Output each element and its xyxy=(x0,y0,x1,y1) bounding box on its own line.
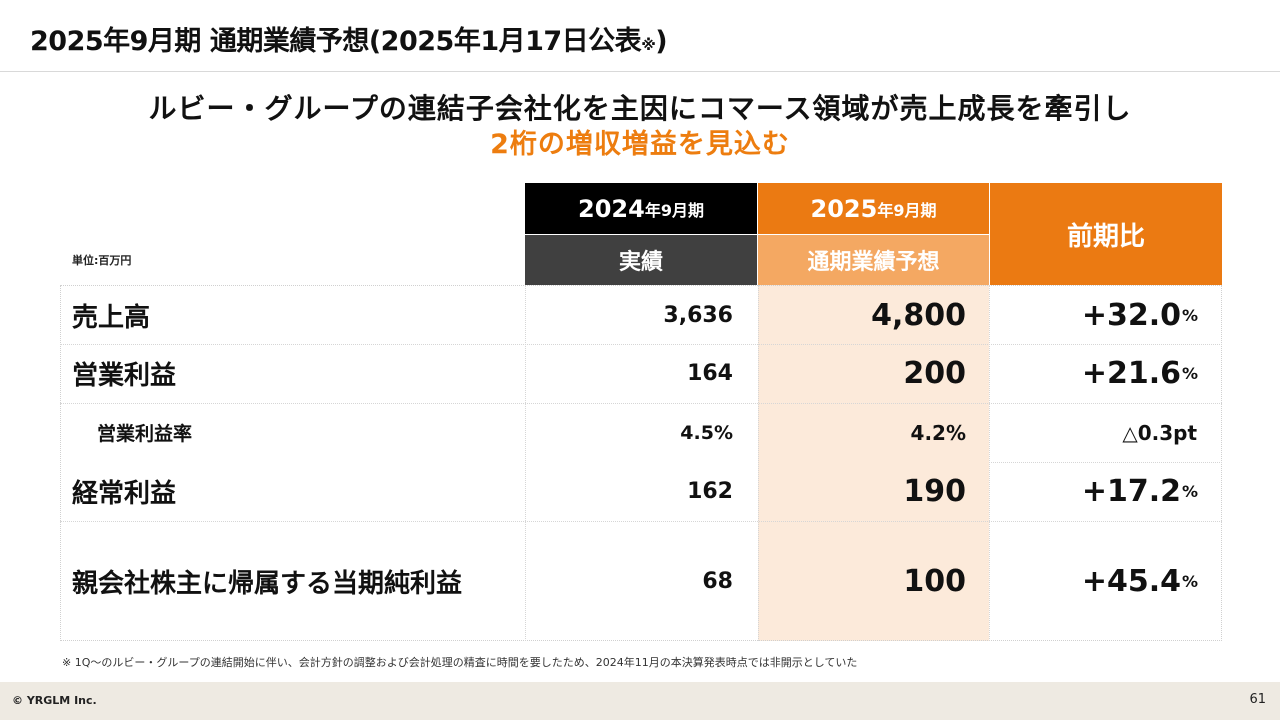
results-table xyxy=(60,285,1222,641)
headline-line1: ルビー・グループの連結子会社化を主因にコマース領域が売上成長を牽引し xyxy=(148,92,1132,125)
operating-profit-actual: 164 xyxy=(687,361,733,386)
row-label-operating-margin: 営業利益率 xyxy=(97,423,193,445)
title-bar: 2025年9月期 通期業績予想(2025年1月17日公表※) xyxy=(0,0,1280,72)
row-label-ordinary-profit: 経常利益 xyxy=(72,479,177,509)
net-income-actual: 68 xyxy=(702,568,733,594)
row-label-sales: 売上高 xyxy=(72,302,151,333)
operating-margin-forecast: 4.2% xyxy=(910,420,966,445)
operating-margin-actual: 4.5% xyxy=(680,421,733,444)
sales-forecast: 4,800 xyxy=(871,297,966,333)
row-divider xyxy=(60,521,1222,522)
col-divider xyxy=(525,285,526,641)
row-divider xyxy=(989,462,1222,463)
page-number: 61 xyxy=(1249,692,1266,707)
header-yoy-ratio: 前期比 xyxy=(990,183,1222,285)
header-forecast-year: 2025 年9月期 xyxy=(758,183,989,234)
ordinary-profit-ratio: +17.2% xyxy=(1081,474,1198,509)
footer: © YRGLM Inc. 61 xyxy=(0,682,1280,720)
header-prev-actual: 実績 xyxy=(525,235,757,285)
net-income-forecast: 100 xyxy=(903,563,966,599)
row-divider xyxy=(60,344,1222,345)
net-income-ratio: +45.4% xyxy=(1081,563,1198,599)
headline: ルビー・グループの連結子会社化を主因にコマース領域が売上成長を牽引し 2桁の増収… xyxy=(0,90,1280,162)
col-divider xyxy=(989,285,990,641)
footnote: ※ 1Q〜のルビー・グループの連結開始に伴い、会計方針の調整および会計処理の精査… xyxy=(62,656,858,669)
unit-label: 単位:百万円 xyxy=(72,254,132,267)
page-title: 2025年9月期 通期業績予想(2025年1月17日公表※) xyxy=(30,26,668,57)
headline-line2: 2桁の増収増益を見込む xyxy=(490,129,790,160)
header-prev-year: 2024 年9月期 xyxy=(525,183,757,234)
sales-actual: 3,636 xyxy=(663,302,733,328)
operating-profit-ratio: +21.6% xyxy=(1081,356,1198,391)
operating-profit-forecast: 200 xyxy=(903,356,966,391)
sales-ratio: +32.0% xyxy=(1081,297,1198,333)
row-divider xyxy=(60,403,1222,404)
ordinary-profit-actual: 162 xyxy=(687,479,733,504)
header-forecast-sub: 通期業績予想 xyxy=(758,235,989,285)
row-label-net-income: 親会社株主に帰属する当期純利益 xyxy=(72,568,463,599)
col-divider xyxy=(758,285,759,641)
ordinary-profit-forecast: 190 xyxy=(903,474,966,509)
title-note-mark: ※ xyxy=(641,36,656,54)
copyright: © YRGLM Inc. xyxy=(12,694,97,707)
operating-margin-ratio: △0.3pt xyxy=(1122,420,1197,445)
row-label-operating-profit: 営業利益 xyxy=(72,361,177,391)
